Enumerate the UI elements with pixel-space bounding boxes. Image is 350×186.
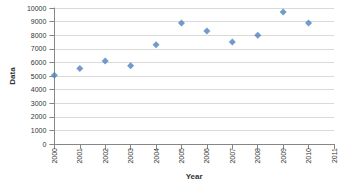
svg-text:Data: Data [8, 67, 17, 85]
svg-text:2006: 2006 [203, 148, 210, 164]
svg-text:2002: 2002 [102, 148, 109, 164]
svg-text:2008: 2008 [254, 148, 261, 164]
svg-text:Year: Year [186, 172, 203, 181]
svg-text:2003: 2003 [127, 148, 134, 164]
svg-text:4000: 4000 [31, 86, 47, 93]
svg-text:2010: 2010 [305, 148, 312, 164]
svg-text:5000: 5000 [31, 73, 47, 80]
svg-text:2000: 2000 [51, 148, 58, 164]
svg-text:1000: 1000 [31, 127, 47, 134]
svg-text:9000: 9000 [31, 18, 47, 25]
svg-text:3000: 3000 [31, 100, 47, 107]
svg-text:8000: 8000 [31, 32, 47, 39]
svg-text:10000: 10000 [27, 5, 47, 12]
svg-text:7000: 7000 [31, 45, 47, 52]
svg-text:2007: 2007 [229, 148, 236, 164]
svg-text:6000: 6000 [31, 59, 47, 66]
svg-text:2005: 2005 [178, 148, 185, 164]
svg-text:0: 0 [42, 141, 46, 148]
svg-text:2009: 2009 [280, 148, 287, 164]
svg-text:2011: 2011 [331, 148, 338, 163]
svg-text:2000: 2000 [31, 113, 47, 120]
svg-text:2001: 2001 [76, 148, 83, 164]
svg-text:2004: 2004 [153, 148, 160, 164]
